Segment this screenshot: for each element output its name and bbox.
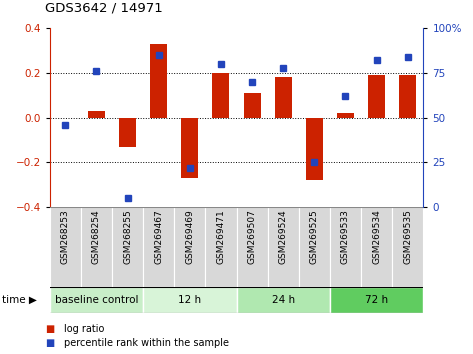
Bar	[268, 207, 299, 289]
Bar	[306, 118, 323, 180]
Bar	[205, 207, 236, 289]
Bar	[330, 287, 423, 313]
Bar	[392, 207, 423, 289]
Bar	[299, 207, 330, 289]
Bar	[399, 75, 416, 118]
Bar	[361, 207, 392, 289]
Text: 24 h: 24 h	[272, 295, 295, 305]
Bar	[330, 207, 361, 289]
Text: log ratio: log ratio	[64, 324, 104, 333]
Bar	[143, 207, 174, 289]
Text: GDS3642 / 14971: GDS3642 / 14971	[45, 1, 163, 14]
Bar	[275, 78, 292, 118]
Text: GSM269535: GSM269535	[403, 210, 412, 264]
Bar	[88, 111, 105, 118]
Bar	[236, 207, 268, 289]
Text: GSM269507: GSM269507	[247, 210, 256, 264]
Text: 72 h: 72 h	[365, 295, 388, 305]
Text: baseline control: baseline control	[54, 295, 138, 305]
Text: GSM269524: GSM269524	[279, 210, 288, 264]
Bar	[368, 75, 385, 118]
Bar	[236, 287, 330, 313]
Bar	[50, 207, 81, 289]
Bar	[119, 118, 136, 147]
Bar	[143, 287, 236, 313]
Text: GSM269467: GSM269467	[154, 210, 163, 264]
Bar	[150, 44, 167, 118]
Bar	[50, 287, 143, 313]
Bar	[337, 113, 354, 118]
Text: time ▶: time ▶	[2, 295, 37, 305]
Bar	[244, 93, 261, 118]
Text: percentile rank within the sample: percentile rank within the sample	[64, 338, 229, 348]
Text: GSM269469: GSM269469	[185, 210, 194, 264]
Text: GSM268254: GSM268254	[92, 210, 101, 264]
Text: GSM268255: GSM268255	[123, 210, 132, 264]
Bar	[174, 207, 205, 289]
Text: GSM269471: GSM269471	[217, 210, 226, 264]
Text: GSM268253: GSM268253	[61, 210, 70, 264]
Bar	[212, 73, 229, 118]
Bar	[81, 207, 112, 289]
Text: 12 h: 12 h	[178, 295, 201, 305]
Text: ■: ■	[45, 324, 54, 333]
Text: GSM269534: GSM269534	[372, 210, 381, 264]
Bar	[181, 118, 198, 178]
Text: GSM269533: GSM269533	[341, 210, 350, 264]
Text: ■: ■	[45, 338, 54, 348]
Bar	[112, 207, 143, 289]
Text: GSM269525: GSM269525	[310, 210, 319, 264]
